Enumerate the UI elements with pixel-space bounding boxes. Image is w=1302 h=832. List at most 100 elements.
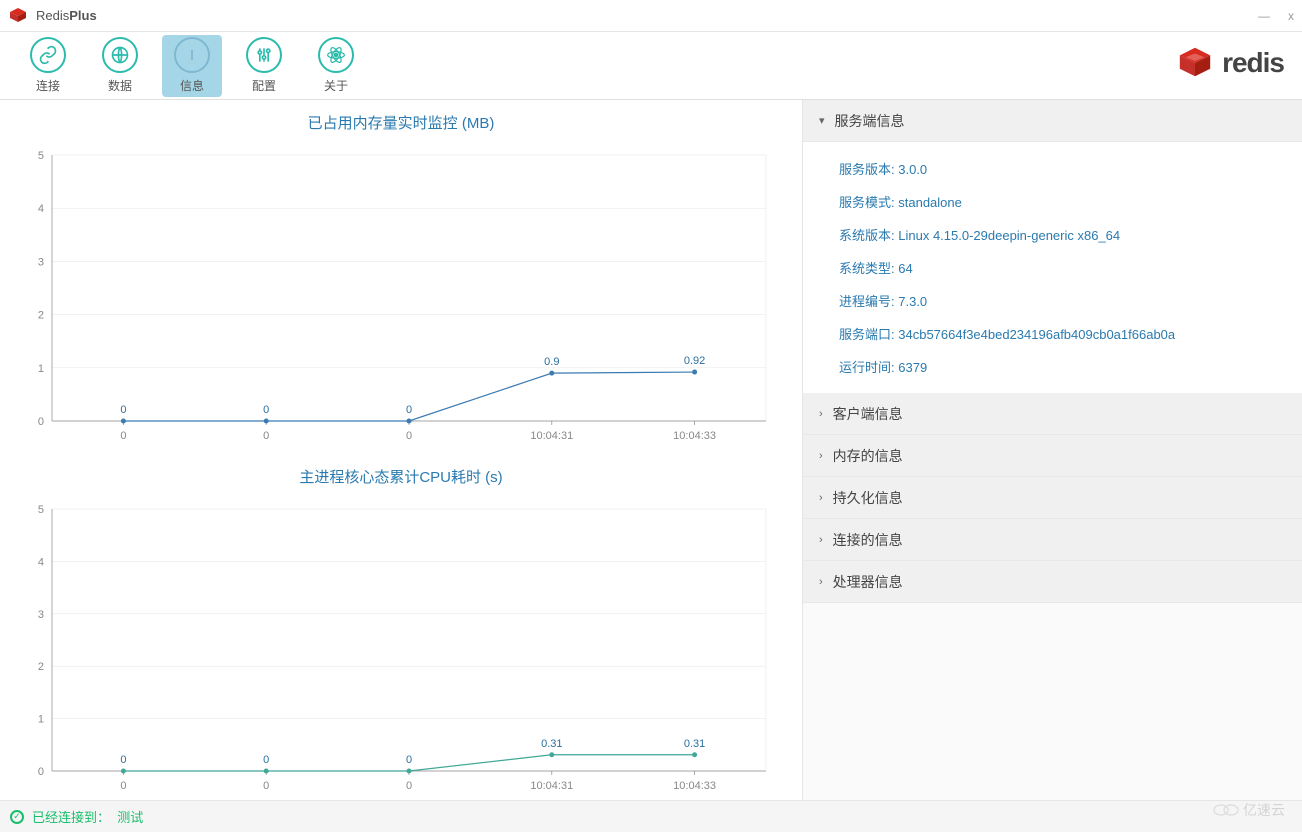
accordion-header[interactable]: › 连接的信息 — [803, 519, 1302, 561]
svg-text:10:04:31: 10:04:31 — [530, 780, 573, 792]
chevron-right-icon: › — [819, 576, 823, 588]
brand-text: redis — [1222, 47, 1284, 79]
info-row: 进程编号7.3.0 — [839, 284, 1302, 317]
accordion-header[interactable]: › 内存的信息 — [803, 435, 1302, 477]
memory-line-chart: 01234500010:04:3110:04:330000.90.92 — [6, 137, 796, 451]
info-icon — [174, 37, 210, 73]
app-icon — [8, 6, 28, 26]
svg-text:3: 3 — [38, 256, 44, 268]
svg-text:4: 4 — [38, 556, 44, 568]
accordion-header[interactable]: ›持久化信息 — [803, 477, 1302, 519]
svg-text:0: 0 — [263, 780, 269, 792]
svg-text:0: 0 — [263, 430, 269, 442]
svg-text:3: 3 — [38, 609, 44, 621]
info-side-panel: ▾服务端信息服务版本3.0.0服务模式standalone系统版本Linux 4… — [802, 100, 1302, 800]
titlebar: RedisPlus — x — [0, 0, 1302, 32]
svg-text:0.9: 0.9 — [544, 356, 559, 368]
watermark: 亿速云 — [1204, 794, 1294, 826]
info-label: 系统类型 — [839, 261, 898, 276]
chart-title: 已占用内存量实时监控 (MB) — [6, 112, 796, 133]
info-row: 服务模式standalone — [839, 185, 1302, 218]
toolbar-item-data[interactable]: 数据 — [90, 35, 150, 97]
info-label: 系统版本 — [839, 228, 898, 243]
svg-text:10:04:31: 10:04:31 — [530, 430, 573, 442]
svg-text:5: 5 — [38, 150, 44, 162]
info-label: 服务模式 — [839, 195, 898, 210]
svg-text:2: 2 — [38, 310, 44, 322]
cpu-line-chart: 01234500010:04:3110:04:330000.310.31 — [6, 491, 796, 801]
toolbar-label: 连接 — [36, 77, 60, 94]
svg-text:0.92: 0.92 — [684, 355, 705, 367]
info-row: 运行时间6379 — [839, 350, 1302, 383]
chevron-down-icon: ▾ — [819, 114, 825, 127]
toolbar-item-config[interactable]: 配置 — [234, 35, 294, 97]
svg-text:0: 0 — [406, 404, 412, 416]
cpu-chart-panel: 主进程核心态累计CPU耗时 (s) 01234500010:04:3110:04… — [0, 454, 802, 804]
toolbar-label: 配置 — [252, 77, 276, 94]
statusbar: ✓ 已经连接到： 测试 — [0, 800, 1302, 832]
toolbar-item-connect[interactable]: 连接 — [18, 35, 78, 97]
svg-text:0: 0 — [406, 754, 412, 766]
chevron-right-icon: › — [819, 450, 823, 462]
info-value: 34cb57664f3e4bed234196afb409cb0a1f66ab0a — [898, 327, 1175, 342]
toolbar-item-about[interactable]: 关于 — [306, 35, 366, 97]
svg-text:0.31: 0.31 — [684, 738, 705, 750]
window-controls: — x — [1258, 9, 1294, 23]
toolbar-label: 关于 — [324, 77, 348, 94]
svg-text:0.31: 0.31 — [541, 738, 562, 750]
info-value: 64 — [898, 261, 912, 276]
info-label: 服务版本 — [839, 162, 898, 177]
main-content: 已占用内存量实时监控 (MB) 0 1 2 3 4 5 0 0 0 10:04:31 10:04:3… — [0, 100, 1302, 800]
info-value: 6379 — [898, 360, 927, 375]
atom-icon — [318, 37, 354, 73]
svg-text:1: 1 — [38, 714, 44, 726]
info-label: 服务端口 — [839, 327, 898, 342]
brand-logo: redis — [1176, 44, 1284, 82]
link-icon — [30, 37, 66, 73]
accordion-body: 服务版本3.0.0服务模式standalone系统版本Linux 4.15.0-… — [803, 142, 1302, 393]
chevron-right-icon: › — [819, 534, 823, 546]
minimize-button[interactable]: — — [1258, 9, 1270, 23]
svg-text:0: 0 — [263, 754, 269, 766]
accordion-title: 内存的信息 — [833, 446, 903, 466]
svg-text:0: 0 — [38, 766, 44, 778]
svg-text:10:04:33: 10:04:33 — [673, 780, 716, 792]
status-ok-icon: ✓ — [10, 810, 24, 824]
accordion-title: 连接的信息 — [833, 530, 903, 550]
info-row: 系统版本Linux 4.15.0-29deepin-generic x86_64 — [839, 218, 1302, 251]
svg-text:10:04:33: 10:04:33 — [673, 430, 716, 442]
status-text: 已经连接到： 测试 — [32, 807, 143, 826]
close-button[interactable]: x — [1288, 9, 1294, 23]
svg-text:0: 0 — [406, 780, 412, 792]
accordion-header[interactable]: › 客户端信息 — [803, 393, 1302, 435]
toolbar: 连接 数据 信息 配置 关于 redis — [0, 32, 1302, 100]
chart-title: 主进程核心态累计CPU耗时 (s) — [6, 466, 796, 487]
accordion-title: 客户端信息 — [833, 404, 903, 424]
sliders-icon — [246, 37, 282, 73]
svg-text:0: 0 — [38, 416, 44, 428]
info-row: 服务版本3.0.0 — [839, 152, 1302, 185]
redis-cube-icon — [1176, 44, 1214, 82]
svg-text:0: 0 — [263, 404, 269, 416]
info-row: 系统类型64 — [839, 251, 1302, 284]
info-label: 进程编号 — [839, 294, 898, 309]
svg-text:1: 1 — [38, 363, 44, 375]
app-title: RedisPlus — [36, 8, 97, 23]
charts-column: 已占用内存量实时监控 (MB) 0 1 2 3 4 5 0 0 0 10:04:31 10:04:3… — [0, 100, 802, 800]
info-row: 服务端口34cb57664f3e4bed234196afb409cb0a1f66… — [839, 317, 1302, 350]
toolbar-item-info[interactable]: 信息 — [162, 35, 222, 97]
toolbar-label: 信息 — [180, 77, 204, 94]
toolbar-label: 数据 — [108, 77, 132, 94]
svg-text:5: 5 — [38, 504, 44, 516]
accordion-header[interactable]: ▾服务端信息 — [803, 100, 1302, 142]
svg-text:0: 0 — [120, 404, 126, 416]
chevron-right-icon: › — [819, 408, 823, 420]
svg-text:0: 0 — [120, 780, 126, 792]
info-value: 3.0.0 — [898, 162, 927, 177]
globe-icon — [102, 37, 138, 73]
accordion-header[interactable]: ›处理器信息 — [803, 561, 1302, 603]
info-value: 7.3.0 — [898, 294, 927, 309]
info-value: standalone — [898, 195, 962, 210]
info-value: Linux 4.15.0-29deepin-generic x86_64 — [898, 228, 1120, 243]
info-label: 运行时间 — [839, 360, 898, 375]
